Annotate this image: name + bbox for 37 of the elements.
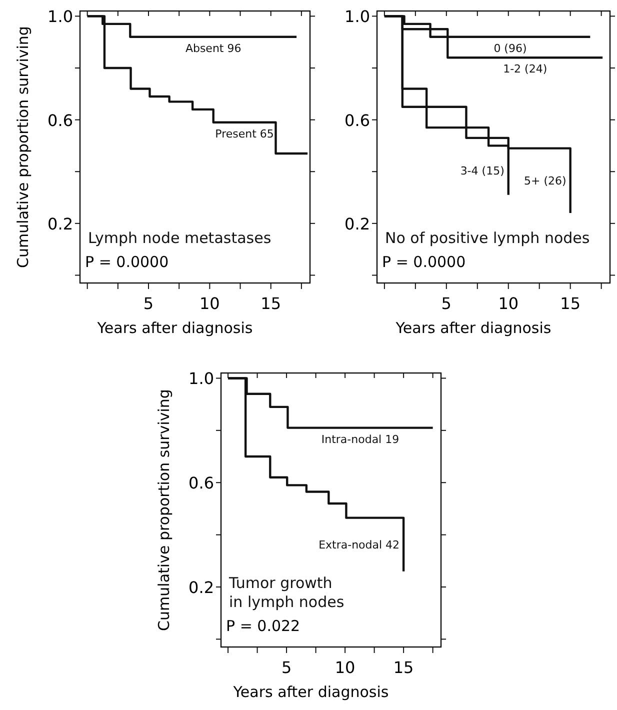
y-tick-label: 0.6 xyxy=(48,110,73,130)
y-axis-title: Cumulative proportion surviving xyxy=(14,26,32,268)
text: No of positive lymph nodes xyxy=(385,229,590,247)
text: Tumor growth in lymph nodes xyxy=(228,574,344,611)
y-tick-label: 1.0 xyxy=(344,7,370,26)
series-label: 1-2 (24) xyxy=(503,62,548,76)
y-tick-label: 0.2 xyxy=(48,214,73,234)
series-label: Present 65 xyxy=(215,127,274,140)
x-tick-label: 10 xyxy=(334,658,356,677)
series-label: Intra-nodal 19 xyxy=(321,432,400,446)
series-label: 5+ (26) xyxy=(524,174,566,188)
y-tick-label: 1.0 xyxy=(48,7,73,26)
x-axis-title: Years after diagnosis xyxy=(232,683,389,701)
y-tick-label: 0.6 xyxy=(344,110,370,130)
y-axis-title: Cumulative proportion surviving xyxy=(155,389,173,631)
x-tick-label: 15 xyxy=(393,658,414,677)
y-tick-label: 1.0 xyxy=(188,369,214,388)
x-axis-title: Years after diagnosis xyxy=(394,319,552,337)
x-tick-label: 5 xyxy=(441,294,452,313)
y-tick-label: 0.2 xyxy=(344,214,370,234)
series-label: Extra-nodal 42 xyxy=(318,538,400,552)
series-label: Absent 96 xyxy=(185,42,242,55)
x-tick-label: 10 xyxy=(498,294,519,313)
series-label: 3-4 (15) xyxy=(460,164,504,178)
x-tick-label: 10 xyxy=(200,294,220,313)
text: Lymph node metastases xyxy=(88,229,272,247)
x-tick-label: 15 xyxy=(260,294,282,313)
annotation: P = 0.022 xyxy=(226,617,300,635)
x-tick-label: 5 xyxy=(281,658,292,677)
series-label: 0 (96) xyxy=(494,42,527,55)
x-tick-label: 15 xyxy=(560,294,581,313)
annotation: P = 0.0000 xyxy=(85,253,169,271)
y-tick-label: 0.6 xyxy=(188,474,214,493)
x-tick-label: 5 xyxy=(143,294,154,313)
y-tick-label: 0.2 xyxy=(188,578,214,597)
annotation: P = 0.0000 xyxy=(382,253,466,271)
x-axis-title: Years after diagnosis xyxy=(96,319,253,337)
